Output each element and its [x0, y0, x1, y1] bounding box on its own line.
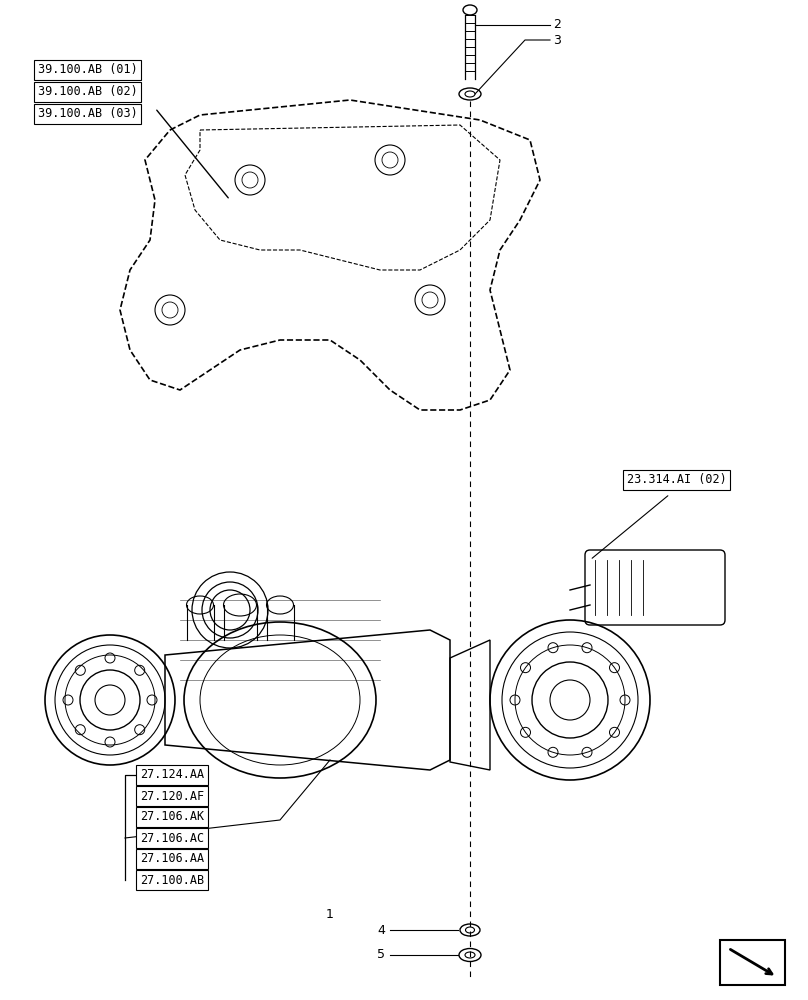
Text: 27.100.AB: 27.100.AB: [140, 874, 204, 886]
Text: 39.100.AB (02): 39.100.AB (02): [38, 86, 137, 99]
Text: 5: 5: [377, 948, 385, 962]
Bar: [720, 940, 785, 985]
Text: 4: 4: [377, 924, 385, 936]
Text: 3: 3: [553, 33, 561, 46]
Text: 27.106.AA: 27.106.AA: [140, 852, 204, 865]
Text: 2: 2: [553, 18, 561, 31]
Text: 27.106.AC: 27.106.AC: [140, 832, 204, 844]
Text: 27.124.AA: 27.124.AA: [140, 768, 204, 782]
Text: 39.100.AB (01): 39.100.AB (01): [38, 64, 137, 77]
Text: 27.120.AF: 27.120.AF: [140, 790, 204, 802]
Text: 39.100.AB (03): 39.100.AB (03): [38, 107, 137, 120]
Text: 23.314.AI (02): 23.314.AI (02): [627, 474, 726, 487]
Text: 27.106.AK: 27.106.AK: [140, 810, 204, 824]
Text: 1: 1: [326, 908, 334, 922]
